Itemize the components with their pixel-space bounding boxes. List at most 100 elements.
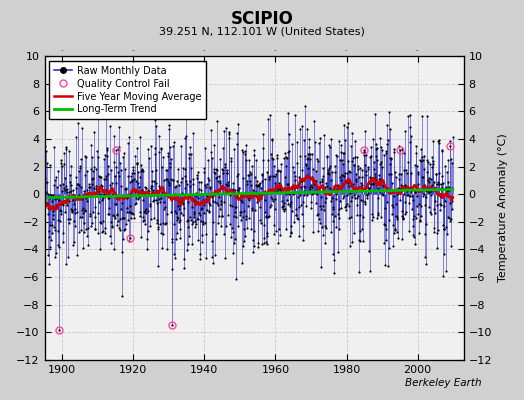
Point: [276, 232, 284, 238]
Point: [433, 245, 441, 252]
Point: [103, 163, 112, 170]
Point: [310, 179, 319, 186]
Point: [310, 180, 319, 186]
Point: [186, 177, 194, 184]
Point: [205, 208, 214, 215]
Point: [294, 182, 302, 188]
Point: [380, 152, 389, 158]
Point: [303, 151, 312, 158]
Point: [94, 154, 102, 160]
Point: [262, 214, 270, 221]
Point: [53, 228, 62, 234]
Point: [320, 186, 328, 192]
Point: [449, 134, 457, 140]
Point: [321, 222, 329, 229]
Point: [368, 216, 376, 223]
Point: [270, 205, 279, 212]
Point: [158, 245, 166, 251]
Point: [155, 133, 163, 139]
Point: [193, 175, 201, 181]
Point: [425, 161, 434, 167]
Point: [97, 182, 105, 188]
Point: [449, 198, 457, 204]
Point: [313, 212, 321, 218]
Point: [153, 217, 161, 224]
Point: [392, 174, 400, 180]
Point: [404, 113, 412, 119]
Point: [405, 228, 413, 235]
Point: [318, 178, 326, 185]
Point: [45, 228, 53, 234]
Point: [226, 221, 234, 227]
Point: [162, 166, 171, 173]
Point: [241, 148, 249, 154]
Point: [213, 118, 221, 124]
Point: [298, 211, 307, 217]
Point: [415, 230, 423, 236]
Point: [333, 153, 341, 159]
Point: [148, 183, 156, 190]
Point: [417, 213, 425, 219]
Point: [223, 170, 232, 176]
Point: [429, 160, 437, 167]
Point: [299, 236, 307, 243]
Point: [320, 240, 329, 246]
Point: [243, 225, 251, 232]
Point: [117, 214, 126, 221]
Point: [160, 206, 168, 212]
Point: [406, 193, 414, 199]
Point: [119, 227, 128, 233]
Point: [229, 186, 237, 192]
Point: [386, 155, 395, 161]
Point: [357, 180, 365, 186]
Point: [123, 205, 132, 211]
Point: [231, 187, 239, 194]
Point: [233, 172, 241, 179]
Point: [260, 222, 268, 228]
Point: [326, 198, 335, 204]
Point: [370, 166, 378, 172]
Point: [100, 191, 108, 197]
Point: [159, 231, 167, 237]
Point: [209, 197, 217, 204]
Point: [276, 168, 284, 174]
Point: [410, 234, 419, 240]
Point: [261, 208, 269, 215]
Point: [187, 151, 195, 157]
Point: [226, 158, 235, 164]
Point: [275, 183, 283, 190]
Point: [240, 238, 248, 244]
Point: [119, 215, 128, 221]
Point: [88, 181, 96, 187]
Point: [211, 252, 219, 258]
Point: [142, 206, 150, 212]
Point: [442, 268, 450, 274]
Point: [99, 218, 107, 224]
Point: [414, 210, 423, 217]
Point: [419, 193, 428, 199]
Point: [356, 228, 364, 234]
Point: [418, 113, 427, 120]
Point: [156, 184, 165, 191]
Point: [157, 145, 166, 151]
Point: [60, 150, 68, 156]
Point: [140, 208, 148, 215]
Point: [267, 151, 275, 157]
Point: [307, 182, 315, 188]
Point: [80, 229, 88, 235]
Point: [377, 176, 386, 182]
Point: [117, 200, 126, 206]
Point: [107, 184, 116, 191]
Point: [82, 232, 91, 239]
Point: [87, 223, 95, 229]
Point: [385, 245, 393, 251]
Point: [204, 157, 212, 163]
Point: [310, 180, 318, 187]
Point: [61, 187, 70, 193]
Point: [62, 261, 71, 268]
Point: [395, 188, 403, 194]
Point: [304, 151, 313, 157]
Point: [412, 214, 420, 221]
Point: [429, 179, 438, 185]
Point: [301, 203, 310, 209]
